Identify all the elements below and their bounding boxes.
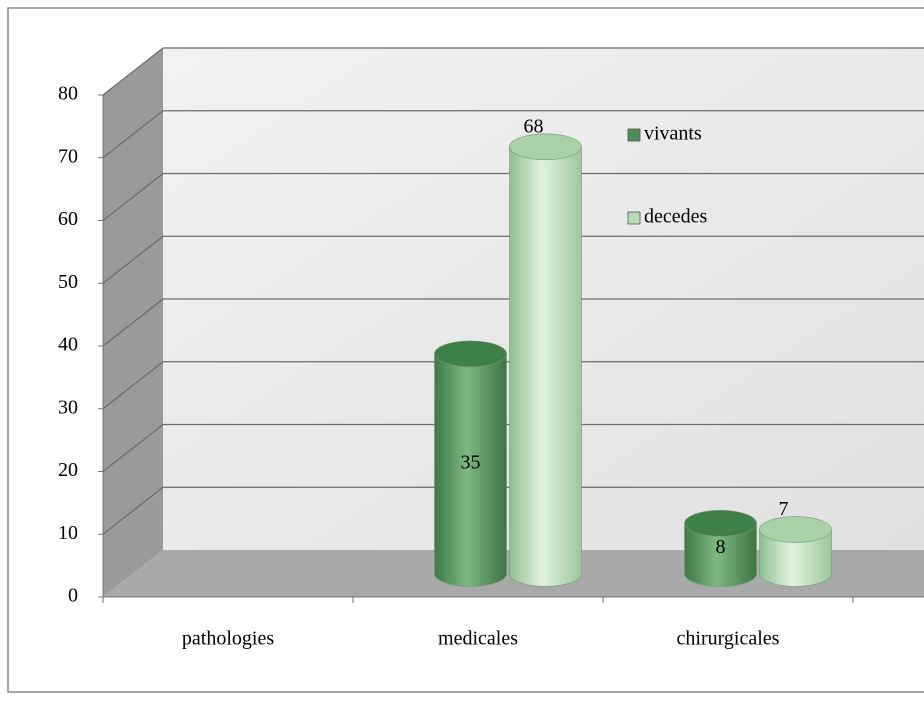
grid-line <box>102 486 924 535</box>
legend-label: decedes <box>644 206 708 228</box>
x-tick-label: chirurgicales <box>677 628 780 650</box>
y-tick-label: 20 <box>58 459 78 481</box>
bar-top <box>434 340 507 368</box>
data-label: 8 <box>716 536 726 558</box>
grid-line <box>102 423 924 472</box>
grid-line <box>102 361 924 410</box>
y-tick-label: 50 <box>58 271 78 293</box>
grid-line <box>102 298 924 347</box>
grid-line <box>102 47 924 96</box>
y-tick-label: 30 <box>58 396 78 418</box>
y-tick-label: 0 <box>68 585 78 607</box>
bar-top <box>759 516 832 543</box>
y-tick-label: 60 <box>58 208 78 230</box>
bar <box>684 523 757 587</box>
y-tick-label: 40 <box>58 334 78 356</box>
x-tick-label: medicales <box>438 628 518 650</box>
grid-line <box>102 172 924 221</box>
x-tick-label: pathologies <box>182 628 274 650</box>
y-tick-label: 10 <box>58 522 78 544</box>
grid-line <box>102 110 924 159</box>
bar-top <box>684 509 757 537</box>
bar-top <box>509 133 582 161</box>
y-tick-label: 70 <box>58 145 78 167</box>
grid-line <box>102 235 924 284</box>
data-label: 7 <box>779 498 789 520</box>
bar <box>509 146 582 587</box>
legend-swatch <box>627 128 641 142</box>
legend-swatch <box>627 211 641 225</box>
data-label: 68 <box>524 115 544 137</box>
data-label: 35 <box>461 451 481 473</box>
legend-label: vivants <box>644 123 702 145</box>
bar <box>759 529 832 587</box>
bar <box>434 353 507 587</box>
y-tick-label: 80 <box>58 83 78 105</box>
